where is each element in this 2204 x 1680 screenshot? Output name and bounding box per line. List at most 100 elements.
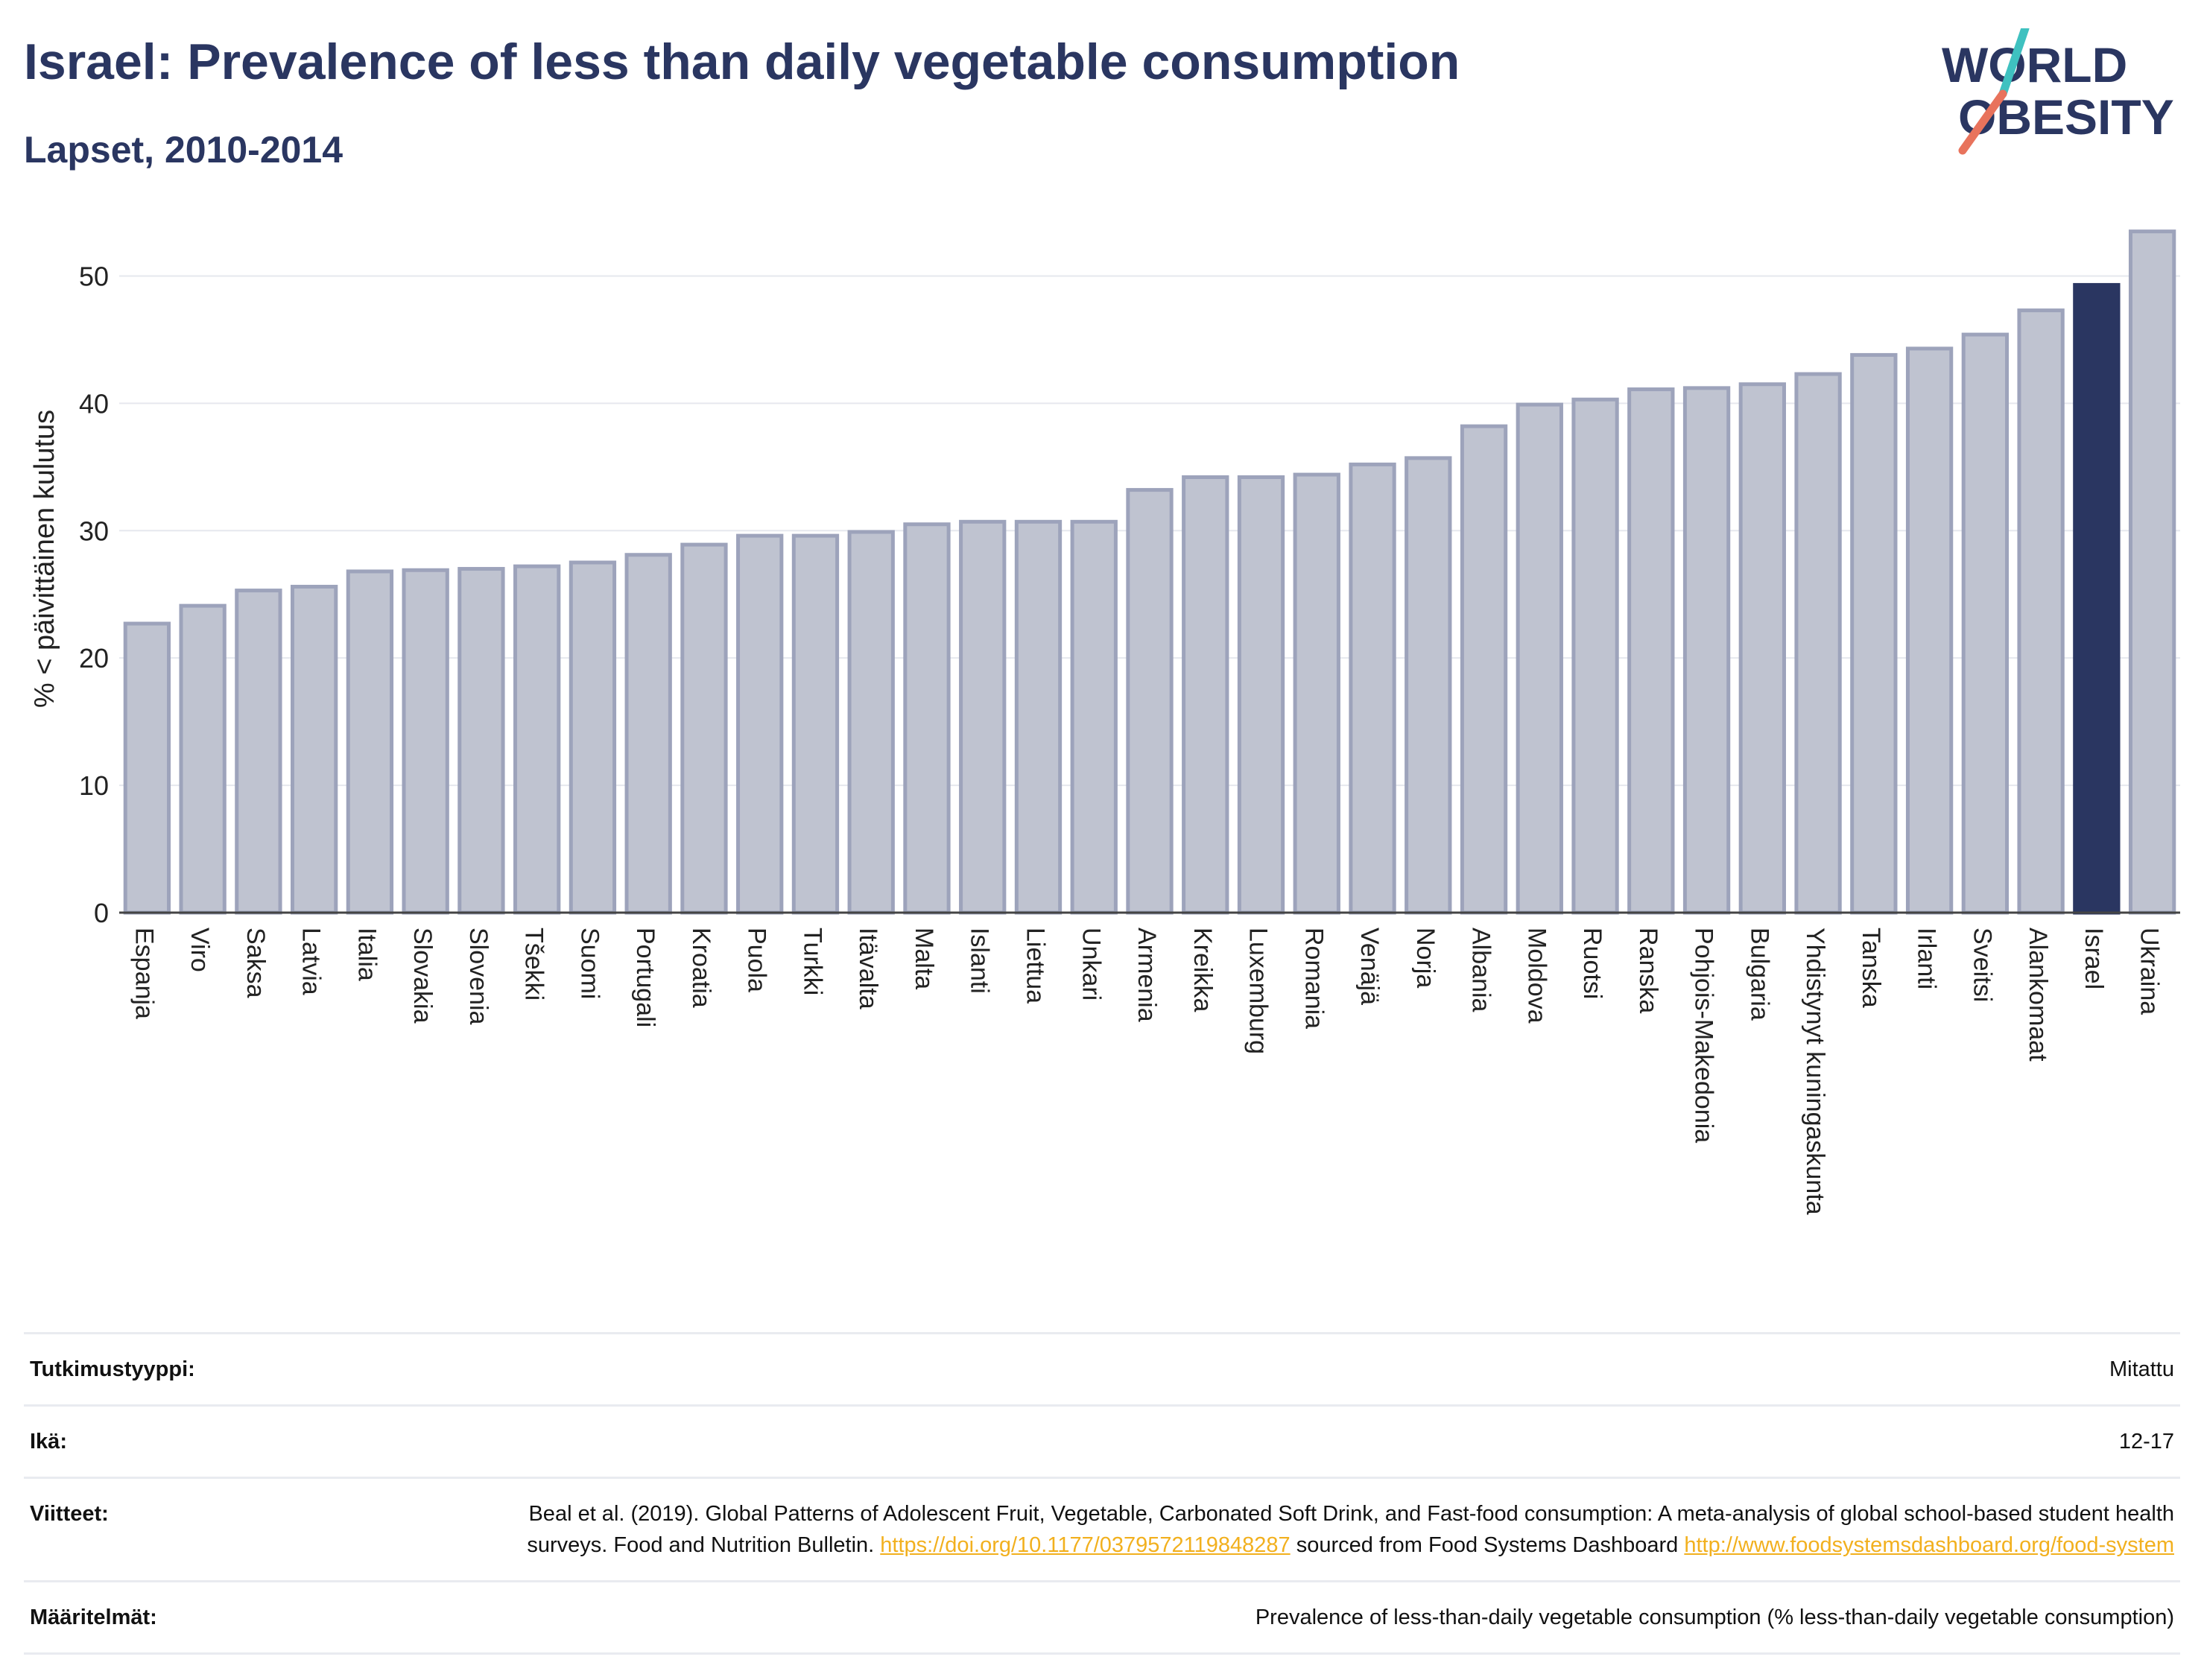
bar-israel[interactable] (2073, 282, 2121, 915)
x-tick-label: Itävalta (854, 928, 882, 1009)
bar-venäjä[interactable] (1349, 462, 1396, 915)
x-tick-label: Unkari (1077, 928, 1105, 1001)
bars (123, 229, 2176, 915)
references-text-2: sourced from Food Systems Dashboard (1296, 1533, 1679, 1558)
references-text-1: Beal et al. (2019). Global Patterns of A… (527, 1502, 2174, 1558)
x-tick-label: Ukraina (2135, 928, 2164, 1015)
bar-irlanti[interactable] (1905, 346, 1954, 915)
x-tick-label: Liettua (1022, 928, 1050, 1004)
y-tick-label: 0 (94, 898, 109, 928)
metadata-table: Tutkimustyyppi: Mitattu Ikä: 12-17 Viitt… (24, 1331, 2180, 1655)
references-value: Beal et al. (2019). Global Patterns of A… (453, 1477, 2180, 1582)
bar-sveitsi[interactable] (1961, 332, 2010, 915)
meta-row-age: Ikä: 12-17 (24, 1404, 2180, 1478)
y-tick-label: 40 (79, 388, 109, 419)
age-value: 12-17 (453, 1404, 2180, 1478)
x-tick-label: Ranska (1634, 928, 1662, 1013)
logo-line-obesity: OBESITY (1958, 89, 2174, 145)
bar-alankomaat[interactable] (2017, 308, 2065, 915)
x-tick-label: Pohjois-Makedonia (1690, 928, 1718, 1143)
bar-kroatia[interactable] (680, 542, 728, 915)
age-label: Ikä: (24, 1404, 453, 1478)
x-tick-label: Portugali (631, 928, 659, 1027)
x-tick-label: Slovenia (464, 928, 493, 1025)
bar-italia[interactable] (346, 569, 394, 915)
bar-moldova[interactable] (1516, 402, 1563, 915)
x-tick-label: Puola (743, 928, 771, 992)
bar-espanja[interactable] (123, 621, 171, 915)
bar-albania[interactable] (1460, 424, 1508, 915)
x-tick-label: Italia (352, 928, 381, 981)
x-tick-label: Islanti (966, 928, 994, 994)
x-tick-label: Armenia (1133, 928, 1161, 1022)
x-tick-label: Israel (2080, 928, 2108, 989)
axes: 0 10 20 30 40 50 Espanja Viro Saksa Latvia Italia S… (79, 261, 2180, 1215)
bar-chart: 0 10 20 30 40 50 Espanja Viro Saksa Latvia Italia S… (29, 229, 2180, 1215)
bar-norja[interactable] (1405, 456, 1452, 915)
x-tick-label: Sveitsi (1968, 928, 1996, 1002)
x-tick-label: Kreikka (1188, 928, 1217, 1012)
bar-bulgaria[interactable] (1738, 382, 1786, 915)
meta-row-study-type: Tutkimustyyppi: Mitattu (24, 1331, 2180, 1406)
logo-slash-coral (1958, 89, 2007, 155)
bar-romania[interactable] (1293, 472, 1340, 915)
bar-latvia[interactable] (290, 584, 338, 915)
x-tick-label: Ruotsi (1578, 928, 1606, 999)
meta-row-definitions: Määritelmät: Prevalence of less-than-dai… (24, 1580, 2180, 1655)
meta-row-references: Viitteet: Beal et al. (2019). Global Pat… (24, 1477, 2180, 1582)
chart-subtitle: Lapset, 2010-2014 (24, 129, 343, 171)
bar-pohjois-makedonia[interactable] (1682, 386, 1731, 915)
definitions-value: Prevalence of less-than-daily vegetable … (453, 1580, 2180, 1655)
x-tick-label: Viro (186, 928, 214, 972)
bar-saksa[interactable] (235, 589, 282, 915)
definitions-label: Määritelmät: (24, 1580, 453, 1655)
x-tick-label: Tanska (1857, 928, 1885, 1008)
y-tick-label: 50 (79, 261, 109, 291)
study-type-value: Mitattu (453, 1331, 2180, 1406)
bar-ranska[interactable] (1627, 387, 1675, 915)
x-tick-label: Yhdistynyt kuningaskunta (1801, 928, 1829, 1215)
logo-slash-teal (1998, 28, 2030, 98)
bar-ruotsi[interactable] (1571, 397, 1619, 915)
bar-itävalta[interactable] (847, 530, 895, 915)
bar-islanti[interactable] (959, 519, 1007, 915)
logo-line-world: WORLD (1942, 37, 2127, 92)
x-tick-label: Albania (1467, 928, 1495, 1012)
bar-ukraina[interactable] (2128, 229, 2176, 915)
bar-tanska[interactable] (1850, 352, 1898, 915)
y-tick-label: 30 (79, 516, 109, 546)
bar-suomi[interactable] (569, 560, 617, 915)
bar-unkari[interactable] (1070, 519, 1118, 915)
x-tick-label: Bulgaria (1745, 928, 1773, 1021)
bar-liettua[interactable] (1014, 519, 1063, 915)
bar-tšekki[interactable] (513, 564, 561, 915)
bar-slovenia[interactable] (457, 567, 505, 915)
x-tick-label: Latvia (297, 928, 326, 995)
doi-link[interactable]: https://doi.org/10.1177/0379572119848287 (880, 1533, 1291, 1558)
bar-portugali[interactable] (624, 553, 672, 915)
bar-slovakia[interactable] (402, 568, 449, 915)
x-tick-label: Venäjä (1355, 928, 1384, 1005)
bar-luxemburg[interactable] (1237, 475, 1285, 915)
x-tick-label: Irlanti (1913, 928, 1941, 989)
x-tick-label: Romania (1299, 928, 1328, 1029)
study-type-label: Tutkimustyyppi: (24, 1331, 453, 1406)
y-axis-label: % < päivittäinen kulutus (29, 410, 60, 708)
bar-yhdistynyt-kuningaskunta[interactable] (1794, 372, 1842, 915)
bar-turkki[interactable] (791, 533, 840, 915)
food-systems-dashboard-link[interactable]: http://www.foodsystemsdashboard.org/food… (1684, 1533, 2174, 1558)
x-tick-label: Suomi (575, 928, 604, 999)
x-tick-label: Saksa (241, 928, 270, 998)
x-tick-label: Moldova (1522, 928, 1551, 1024)
x-tick-label: Norja (1411, 928, 1440, 988)
x-tick-label: Kroatia (687, 928, 715, 1008)
bar-kreikka[interactable] (1182, 475, 1229, 915)
bar-viro[interactable] (179, 603, 227, 915)
x-tick-label: Luxemburg (1244, 928, 1273, 1054)
bar-puola[interactable] (736, 533, 784, 915)
x-tick-label: Espanja (130, 928, 158, 1019)
bar-malta[interactable] (903, 522, 951, 915)
x-tick-label: Alankomaat (2024, 928, 2052, 1062)
y-tick-label: 10 (79, 770, 109, 801)
bar-armenia[interactable] (1126, 488, 1174, 915)
